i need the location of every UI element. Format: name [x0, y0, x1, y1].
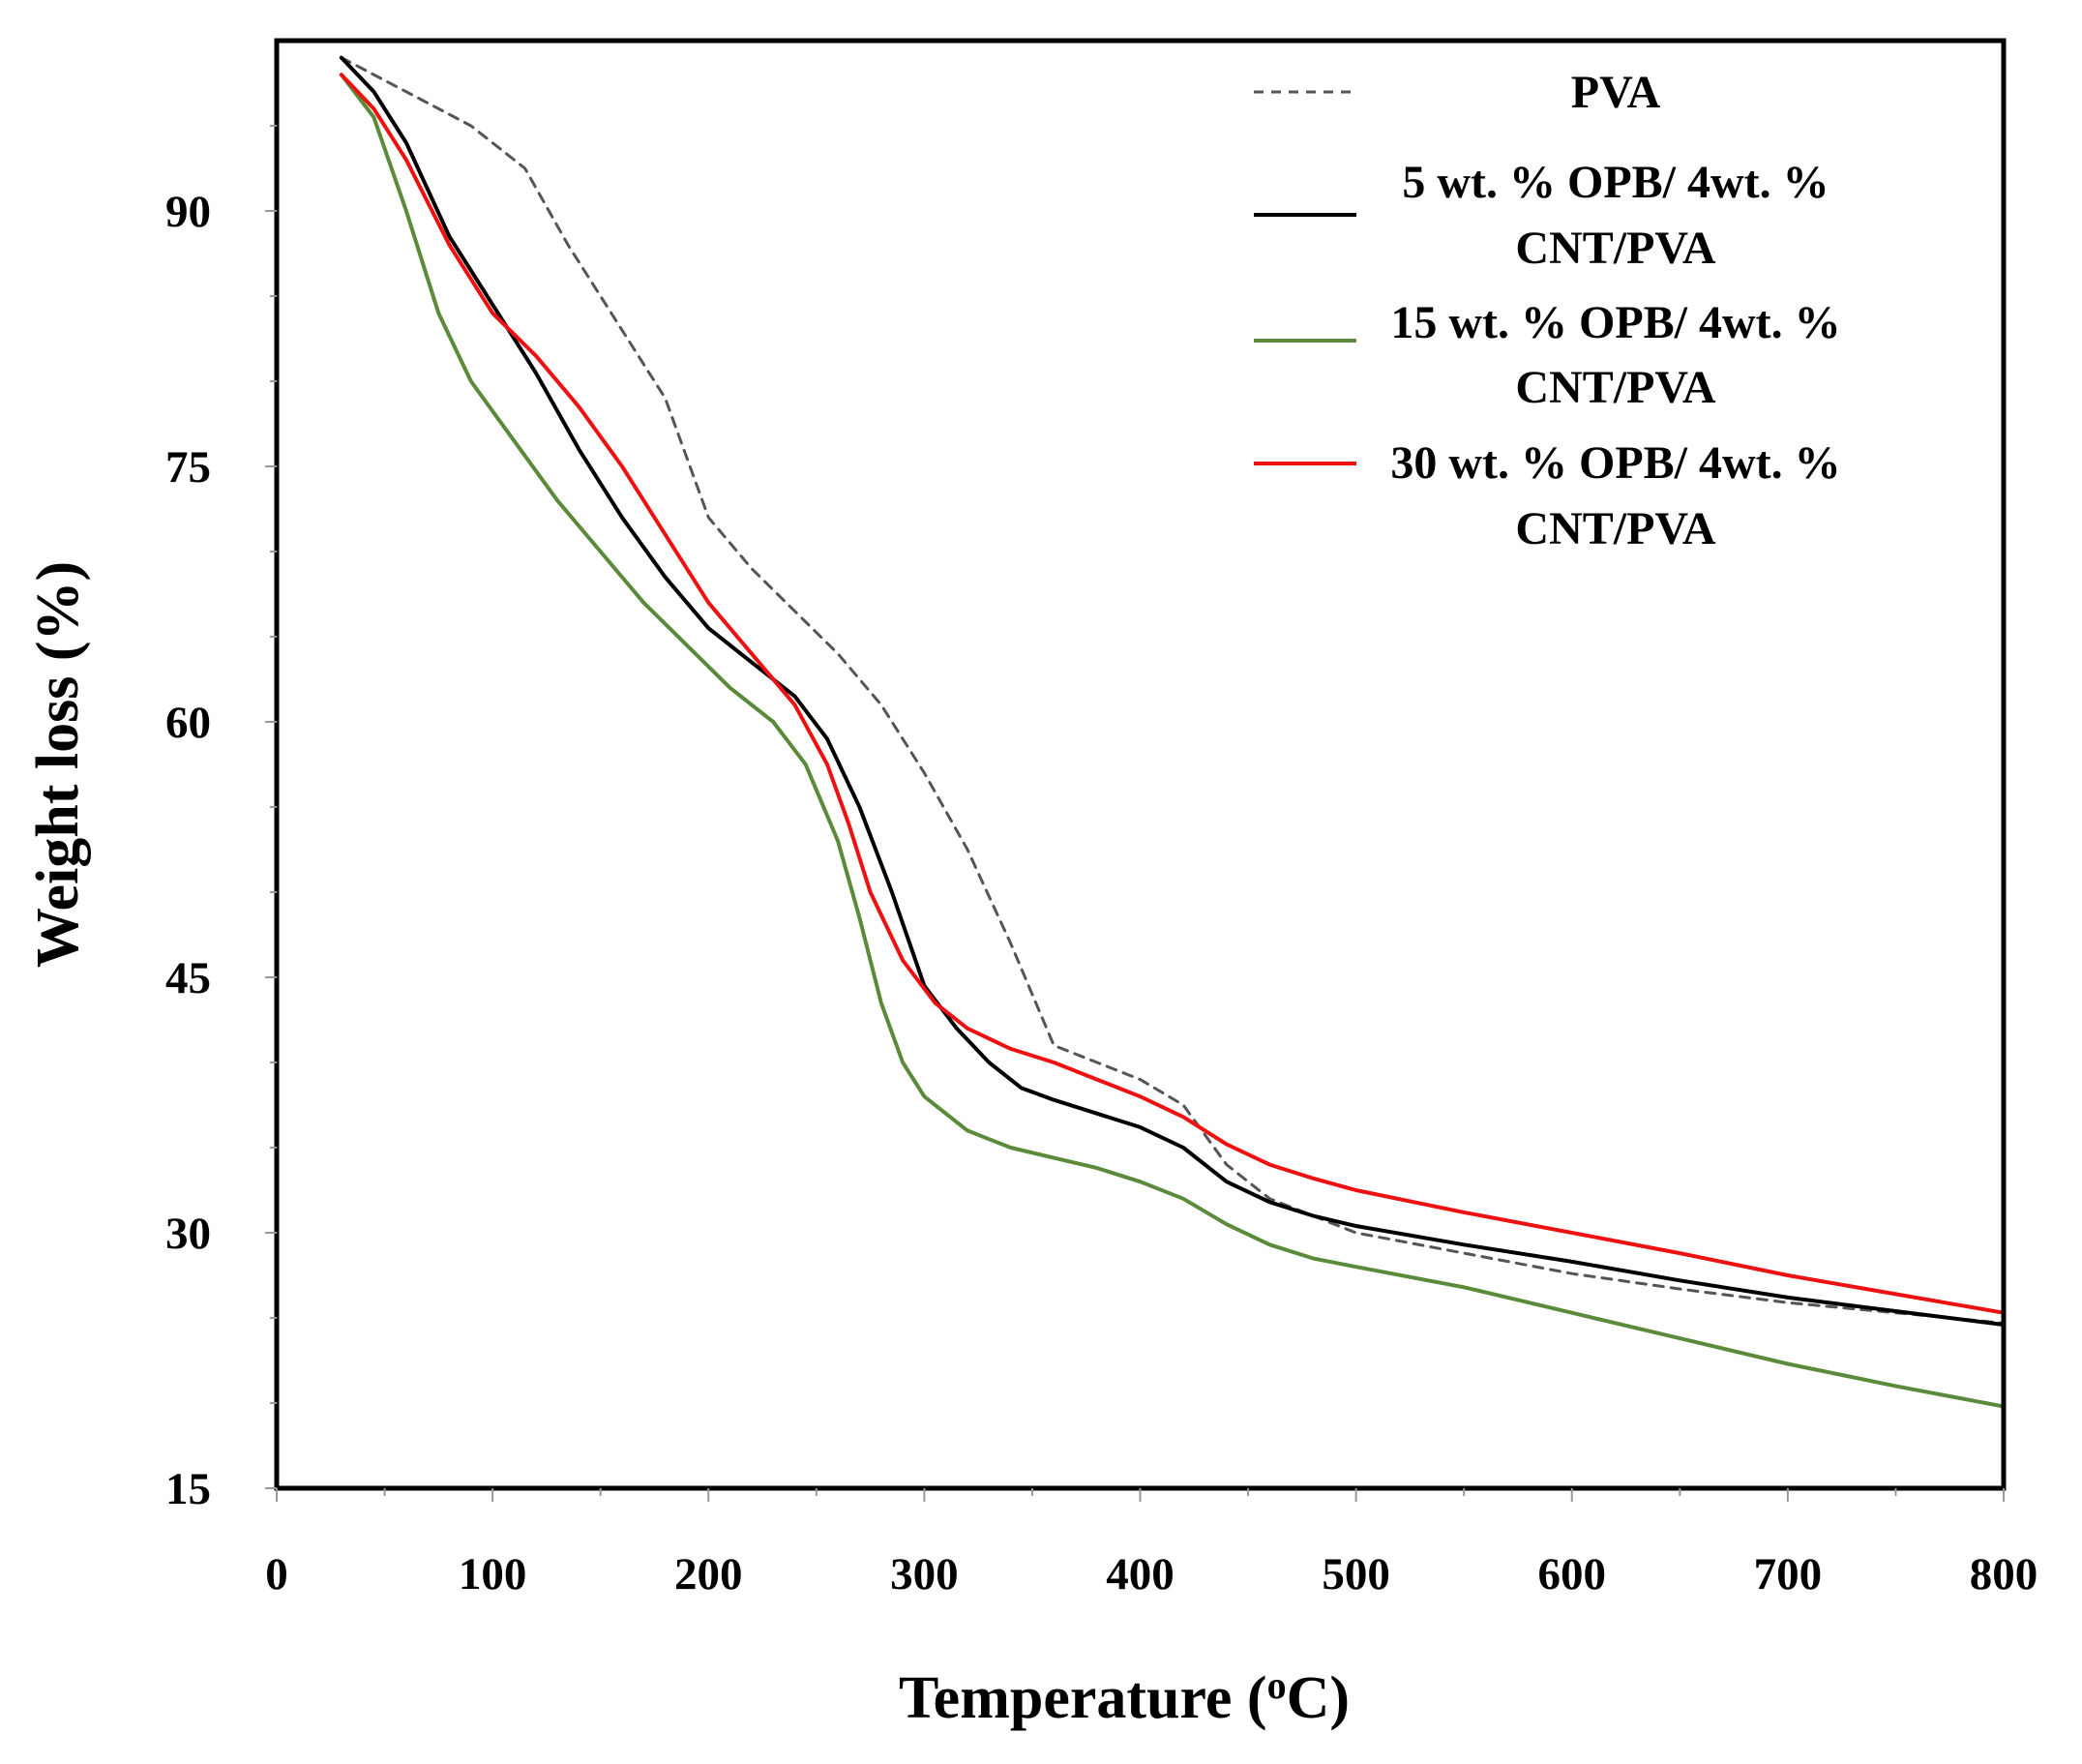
series-line-3	[339, 73, 2006, 1409]
x-axis-title-superscript: o	[1267, 1663, 1287, 1707]
y-axis-title: Weight loss (%)	[25, 561, 91, 968]
y-tick-label: 90	[165, 187, 211, 237]
series-line-4	[339, 73, 2006, 1315]
x-tick-label: 600	[1538, 1549, 1607, 1600]
x-tick-label: 700	[1754, 1549, 1823, 1600]
legend-label-3: 15 wt. % OPB/ 4wt. % CNT/PVA	[1390, 297, 1840, 413]
series-layer	[339, 55, 2006, 1409]
x-axis-title-end: C)	[1287, 1665, 1350, 1731]
x-tick-label: 200	[674, 1549, 743, 1600]
legend-label-1: PVA	[1571, 67, 1661, 118]
x-axis-title: Temperature (oC)	[899, 1663, 1350, 1731]
x-tick-label: 300	[890, 1549, 959, 1600]
legend-label-line: CNT/PVA	[1515, 223, 1715, 274]
x-axis-title-main: Temperature (	[899, 1665, 1267, 1731]
legend-label-2: 5 wt. % OPB/ 4wt. % CNT/PVA	[1402, 157, 1829, 274]
x-tick-label: 800	[1970, 1549, 2038, 1600]
series-line-1	[340, 56, 2006, 1325]
y-tick-label: 75	[165, 442, 211, 493]
legend-label-line: 30 wt. % OPB/ 4wt. %	[1390, 437, 1840, 489]
x-tick-label: 400	[1106, 1549, 1175, 1600]
axis-layer: 0 100 200 300 400 500 600 700 800 15 30 45 60 75 90	[165, 125, 2038, 1600]
series-line-2	[339, 55, 2006, 1327]
legend-label-line: CNT/PVA	[1515, 503, 1715, 554]
legend-label-line: CNT/PVA	[1515, 362, 1715, 413]
y-tick-label: 60	[165, 698, 211, 748]
legend-label-line: 15 wt. % OPB/ 4wt. %	[1390, 297, 1840, 348]
legend-label-line: PVA	[1571, 67, 1661, 118]
y-tick-label: 30	[165, 1209, 211, 1259]
x-tick-label: 0	[265, 1549, 288, 1600]
y-tick-label: 45	[165, 953, 211, 1003]
y-tick-label: 15	[165, 1464, 211, 1514]
legend-label-line: 5 wt. % OPB/ 4wt. %	[1402, 157, 1829, 208]
legend-label-4: 30 wt. % OPB/ 4wt. % CNT/PVA	[1390, 437, 1840, 554]
x-tick-label: 500	[1322, 1549, 1390, 1600]
x-tick-label: 100	[459, 1549, 527, 1600]
